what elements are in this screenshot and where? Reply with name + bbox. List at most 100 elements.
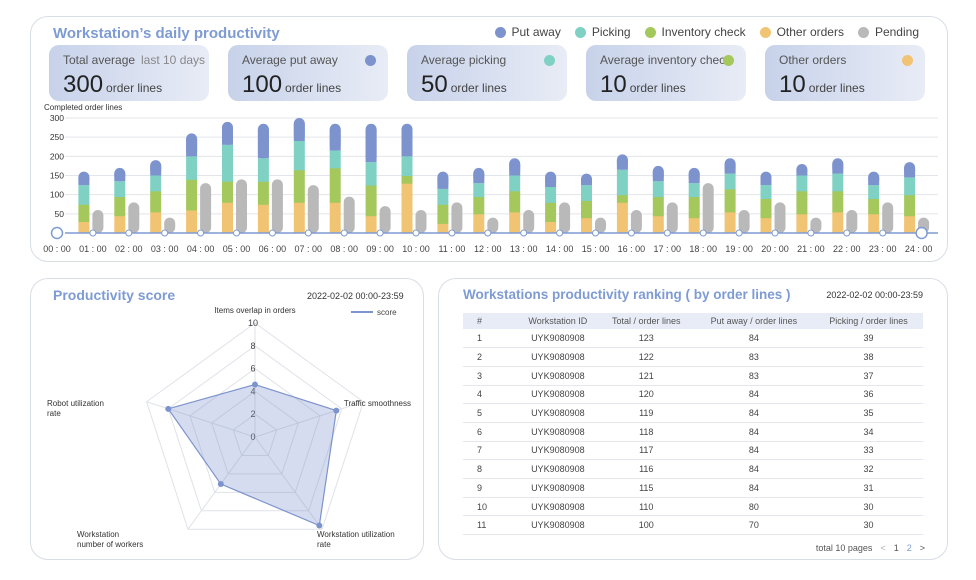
bar-inventory-check[interactable]: [545, 202, 557, 222]
bar-picking[interactable]: [186, 156, 198, 180]
bar-picking[interactable]: [329, 150, 341, 169]
bar-picking[interactable]: [222, 144, 233, 182]
bar-other-orders[interactable]: [114, 215, 126, 234]
bar-pending[interactable]: [343, 196, 355, 233]
bar-other-orders[interactable]: [724, 211, 736, 234]
bar-pending[interactable]: [307, 185, 319, 233]
row-workstation-id[interactable]: UYK9080908: [517, 478, 599, 498]
bar-inventory-check[interactable]: [365, 185, 377, 217]
bar-picking[interactable]: [796, 175, 808, 192]
bar-pending[interactable]: [523, 210, 535, 233]
bar-pending[interactable]: [487, 217, 499, 233]
bar-pending[interactable]: [271, 179, 283, 233]
table-row[interactable]: 4 UYK9080908 120 84 36: [463, 385, 923, 405]
bar-other-orders[interactable]: [401, 183, 413, 234]
bar-inventory-check[interactable]: [652, 196, 664, 217]
bar-inventory-check[interactable]: [78, 204, 90, 222]
bar-other-orders[interactable]: [616, 202, 628, 234]
table-row[interactable]: 7 UYK9080908 117 84 33: [463, 441, 923, 461]
bar-inventory-check[interactable]: [114, 196, 126, 217]
bar-picking[interactable]: [114, 181, 126, 198]
bar-pending[interactable]: [164, 217, 176, 233]
timeline-end-handle-icon[interactable]: [915, 226, 928, 240]
bar-other-orders[interactable]: [904, 215, 916, 234]
bar-inventory-check[interactable]: [868, 198, 880, 215]
bar-inventory-check[interactable]: [796, 190, 808, 215]
bar-inventory-check[interactable]: [904, 194, 916, 217]
bar-pending[interactable]: [200, 183, 212, 233]
bar-pending[interactable]: [810, 217, 822, 233]
table-row[interactable]: 6 UYK9080908 118 84 34: [463, 422, 923, 442]
bar-pending[interactable]: [379, 206, 391, 233]
bar-picking[interactable]: [401, 156, 413, 176]
bar-picking[interactable]: [473, 183, 485, 198]
bar-pending[interactable]: [92, 210, 104, 233]
bar-inventory-check[interactable]: [832, 190, 844, 213]
bar-inventory-check[interactable]: [186, 179, 198, 211]
bar-inventory-check[interactable]: [509, 190, 521, 213]
radar-score-point[interactable]: [252, 381, 258, 388]
bar-picking[interactable]: [78, 185, 90, 205]
bar-inventory-check[interactable]: [437, 204, 449, 224]
bar-picking[interactable]: [293, 141, 305, 171]
bar-other-orders[interactable]: [293, 202, 305, 234]
row-workstation-id[interactable]: UYK9080908: [517, 329, 599, 349]
bar-other-orders[interactable]: [509, 211, 521, 234]
bar-picking[interactable]: [509, 175, 521, 192]
table-row[interactable]: 11 UYK9080908 100 70 30: [463, 515, 923, 536]
row-workstation-id[interactable]: UYK9080908: [517, 459, 599, 479]
legend-item-put-away[interactable]: Put away: [494, 25, 561, 39]
row-workstation-id[interactable]: UYK9080908: [517, 385, 599, 405]
row-workstation-id[interactable]: UYK9080908: [517, 515, 599, 536]
row-workstation-id[interactable]: UYK9080908: [517, 347, 599, 367]
bar-picking[interactable]: [365, 162, 377, 186]
bar-inventory-check[interactable]: [581, 200, 592, 219]
legend-item-picking[interactable]: Picking: [574, 25, 631, 39]
bar-picking[interactable]: [581, 185, 592, 201]
legend-item-inventory-check[interactable]: Inventory check: [644, 25, 746, 39]
bar-picking[interactable]: [616, 169, 628, 196]
bar-pending[interactable]: [882, 202, 894, 233]
table-row[interactable]: 10 UYK9080908 110 80 30: [463, 497, 923, 517]
bar-picking[interactable]: [760, 185, 772, 199]
bar-other-orders[interactable]: [222, 202, 233, 234]
bar-inventory-check[interactable]: [293, 169, 305, 203]
bar-pending[interactable]: [415, 210, 427, 233]
legend-item-pending[interactable]: Pending: [857, 25, 919, 39]
row-workstation-id[interactable]: UYK9080908: [517, 366, 599, 386]
radar-legend-label[interactable]: score: [377, 308, 397, 317]
bar-other-orders[interactable]: [652, 215, 664, 234]
bar-pending[interactable]: [666, 202, 678, 233]
bar-inventory-check[interactable]: [222, 181, 233, 203]
table-row[interactable]: 8 UYK9080908 116 84 32: [463, 459, 923, 479]
bar-other-orders[interactable]: [186, 210, 198, 234]
bar-picking[interactable]: [832, 173, 844, 192]
bar-inventory-check[interactable]: [760, 198, 772, 219]
bar-pending[interactable]: [595, 217, 606, 233]
pagination-page-2[interactable]: 2: [906, 543, 912, 553]
bar-other-orders[interactable]: [796, 213, 808, 234]
row-workstation-id[interactable]: UYK9080908: [517, 497, 599, 517]
row-workstation-id[interactable]: UYK9080908: [517, 441, 599, 461]
pagination-next-button[interactable]: >: [919, 543, 925, 553]
bar-inventory-check[interactable]: [616, 194, 628, 203]
bar-pending[interactable]: [451, 202, 463, 233]
bar-inventory-check[interactable]: [688, 196, 700, 219]
table-row[interactable]: 1 UYK9080908 123 84 39: [463, 329, 923, 349]
bar-other-orders[interactable]: [150, 211, 162, 234]
bar-picking[interactable]: [150, 175, 162, 192]
bar-other-orders[interactable]: [868, 213, 880, 234]
radar-score-point[interactable]: [333, 407, 340, 414]
bar-pending[interactable]: [128, 202, 140, 233]
row-workstation-id[interactable]: UYK9080908: [517, 422, 599, 442]
bar-other-orders[interactable]: [329, 202, 341, 234]
row-workstation-id[interactable]: UYK9080908: [517, 403, 599, 423]
table-row[interactable]: 5 UYK9080908 119 84 35: [463, 403, 923, 423]
bar-picking[interactable]: [545, 187, 557, 203]
bar-picking[interactable]: [437, 188, 449, 205]
bar-pending[interactable]: [559, 202, 571, 233]
legend-item-other-orders[interactable]: Other orders: [759, 25, 844, 39]
bar-inventory-check[interactable]: [724, 188, 736, 213]
bar-inventory-check[interactable]: [257, 181, 269, 205]
bar-other-orders[interactable]: [832, 211, 844, 234]
